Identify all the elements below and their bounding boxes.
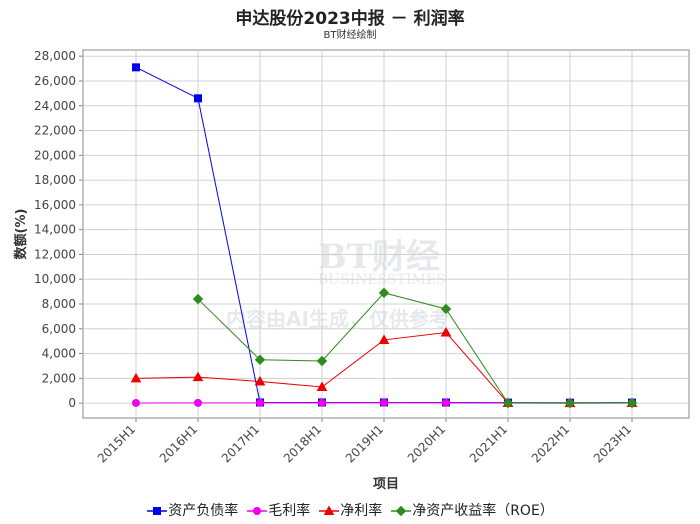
x-axis-label: 项目 bbox=[373, 477, 399, 492]
y-axis-label: 数额(%) bbox=[13, 209, 29, 260]
legend-swatch-icon bbox=[247, 507, 268, 515]
data-point bbox=[192, 371, 204, 382]
legend: 资产负债率 毛利率 净利率 净资产收益率（ROE） bbox=[0, 500, 700, 520]
y-tick-label: 12,000 bbox=[34, 247, 76, 261]
watermark-note: 内容由AI生成，仅供参考 bbox=[226, 307, 449, 331]
legend-item[interactable]: 资产负债率 bbox=[146, 500, 238, 520]
data-point bbox=[502, 397, 514, 409]
y-tick-label: 18,000 bbox=[34, 173, 76, 187]
data-point bbox=[564, 397, 576, 409]
legend-marker bbox=[323, 505, 335, 515]
y-tick-label: 10,000 bbox=[34, 272, 76, 286]
data-point bbox=[440, 326, 452, 337]
y-axis: 0 2,000 4,000 6,000 8,000 10,000 12,000 14,000 1… bbox=[34, 49, 83, 410]
chart-title: 申达股份2023中报 － 利润率 bbox=[235, 9, 465, 29]
data-point bbox=[192, 293, 204, 305]
y-tick-label: 24,000 bbox=[34, 99, 76, 113]
legend-item[interactable]: 毛利率 bbox=[246, 500, 310, 520]
y-tick-label: 16,000 bbox=[34, 198, 76, 212]
data-point bbox=[132, 398, 140, 407]
legend-item[interactable]: 净利率 bbox=[318, 500, 382, 520]
data-point bbox=[318, 398, 326, 407]
y-tick-label: 8,000 bbox=[42, 297, 76, 311]
y-tick-label: 20,000 bbox=[34, 148, 76, 162]
watermark-brand-en: BUSINESSTIMES bbox=[318, 272, 446, 288]
data-point bbox=[316, 381, 328, 392]
legend-label: 毛利率 bbox=[268, 503, 311, 519]
series-line bbox=[197, 292, 633, 404]
y-tick-label: 4,000 bbox=[42, 347, 76, 361]
data-point bbox=[440, 303, 452, 315]
data-point bbox=[194, 398, 202, 407]
data-point bbox=[254, 375, 266, 386]
chart-subtitle: BT财经绘制 bbox=[323, 30, 377, 41]
data-point bbox=[194, 94, 202, 103]
watermark-brand: BT财经 bbox=[318, 237, 440, 277]
x-tick-label: 2019H1 bbox=[343, 422, 386, 465]
y-tick-label: 26,000 bbox=[34, 74, 76, 88]
legend-swatch-icon bbox=[391, 505, 412, 517]
data-point bbox=[132, 63, 140, 72]
legend-label: 净资产收益率（ROE） bbox=[412, 503, 554, 519]
data-point bbox=[378, 334, 390, 344]
y-tick-label: 14,000 bbox=[34, 223, 76, 237]
x-tick-label: 2018H1 bbox=[281, 422, 324, 465]
x-tick-label: 2022H1 bbox=[529, 422, 572, 465]
legend-marker bbox=[253, 507, 262, 515]
x-axis: 2015H1 2016H1 2017H1 2018H1 2019H1 2020H1 2021… bbox=[95, 418, 634, 465]
legend-swatch-icon bbox=[319, 505, 340, 515]
data-point bbox=[378, 287, 390, 299]
x-tick-label: 2020H1 bbox=[405, 422, 448, 465]
x-tick-label: 2023H1 bbox=[591, 422, 634, 465]
legend-item[interactable]: 净资产收益率（ROE） bbox=[390, 500, 554, 520]
legend-marker bbox=[395, 505, 407, 517]
grid bbox=[83, 50, 689, 418]
legend-swatch-icon bbox=[147, 507, 168, 515]
plot-area bbox=[82, 49, 690, 419]
data-point bbox=[380, 398, 388, 407]
data-point bbox=[130, 372, 142, 383]
x-tick-label: 2021H1 bbox=[467, 422, 510, 465]
line-chart: BT财经 BUSINESSTIMES 内容由AI生成，仅供参考 0 2,000 4,… bbox=[13, 49, 690, 492]
y-tick-label: 28,000 bbox=[34, 49, 76, 63]
x-tick-label: 2016H1 bbox=[157, 422, 200, 465]
series-group bbox=[130, 63, 638, 409]
legend-label: 净利率 bbox=[340, 503, 383, 519]
y-tick-label: 2,000 bbox=[42, 371, 76, 385]
data-point bbox=[316, 355, 328, 367]
x-tick-label: 2015H1 bbox=[95, 422, 138, 465]
data-point bbox=[254, 354, 266, 365]
data-point bbox=[442, 398, 450, 407]
data-point bbox=[256, 398, 264, 407]
data-point bbox=[626, 397, 638, 409]
y-tick-label: 6,000 bbox=[42, 322, 76, 336]
legend-marker bbox=[153, 507, 162, 515]
watermark: BT财经 BUSINESSTIMES 内容由AI生成，仅供参考 bbox=[226, 237, 449, 331]
y-tick-label: 0 bbox=[68, 396, 76, 410]
x-tick-label: 2017H1 bbox=[219, 422, 262, 465]
legend-label: 资产负债率 bbox=[168, 503, 239, 519]
y-tick-label: 22,000 bbox=[34, 124, 76, 138]
series-3 bbox=[192, 287, 638, 409]
